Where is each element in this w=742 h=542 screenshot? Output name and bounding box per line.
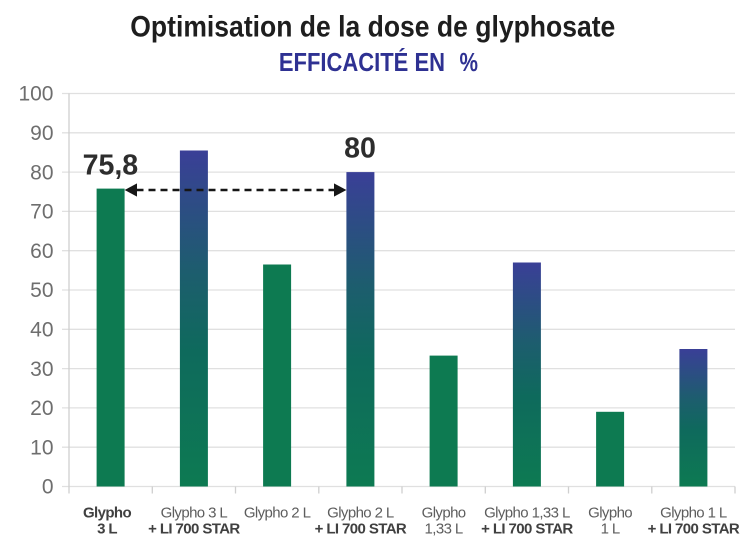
svg-text:Glypho 1 L: Glypho 1 L bbox=[660, 504, 727, 521]
svg-text:+ LI 700 STAR: + LI 700 STAR bbox=[315, 521, 407, 538]
svg-text:+ LI 700 STAR: + LI 700 STAR bbox=[648, 521, 740, 538]
svg-text:Glypho 2 L: Glypho 2 L bbox=[327, 504, 394, 521]
svg-text:1,33 L: 1,33 L bbox=[425, 521, 463, 538]
svg-text:70: 70 bbox=[30, 201, 53, 224]
svg-text:Glypho 3 L: Glypho 3 L bbox=[161, 504, 228, 521]
svg-text:Optimisation de la dose de gly: Optimisation de la dose de glyphosate bbox=[130, 10, 615, 43]
svg-text:Glypho: Glypho bbox=[588, 504, 632, 521]
svg-text:10: 10 bbox=[30, 436, 53, 459]
svg-text:Glypho: Glypho bbox=[422, 504, 466, 521]
svg-text:60: 60 bbox=[30, 240, 53, 263]
svg-text:Glypho 1,33 L: Glypho 1,33 L bbox=[484, 504, 570, 521]
svg-text:100: 100 bbox=[18, 83, 53, 106]
svg-text:Glypho: Glypho bbox=[83, 504, 132, 521]
svg-text:90: 90 bbox=[30, 122, 53, 145]
svg-text:+ LI 700 STAR: + LI 700 STAR bbox=[148, 521, 240, 538]
svg-text:75,8: 75,8 bbox=[83, 149, 139, 181]
svg-text:EFFICACITÉ EN: EFFICACITÉ EN bbox=[279, 48, 445, 77]
svg-text:1 L: 1 L bbox=[601, 521, 620, 538]
svg-text:50: 50 bbox=[30, 279, 53, 302]
svg-text:80: 80 bbox=[344, 133, 376, 165]
svg-text:3 L: 3 L bbox=[97, 521, 117, 538]
svg-text:30: 30 bbox=[30, 358, 53, 381]
svg-text:40: 40 bbox=[30, 319, 53, 342]
svg-text:80: 80 bbox=[30, 161, 53, 184]
svg-text:Glypho 2 L: Glypho 2 L bbox=[244, 504, 311, 521]
svg-text:20: 20 bbox=[30, 397, 53, 420]
svg-text:0: 0 bbox=[42, 476, 54, 499]
svg-text:%: % bbox=[460, 49, 479, 77]
svg-text:+ LI 700 STAR: + LI 700 STAR bbox=[481, 521, 573, 538]
